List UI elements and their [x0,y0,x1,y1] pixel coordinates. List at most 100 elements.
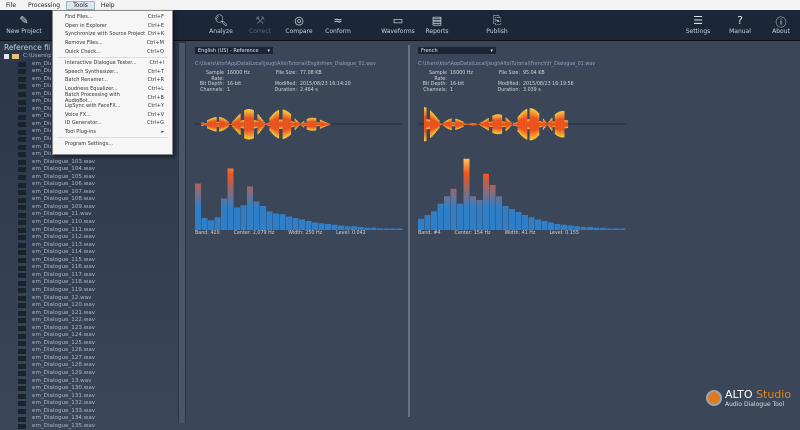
file-list-item[interactable]: em_Dialogue_05.wav [4,91,176,99]
file-list-item[interactable]: em_Dialogue_131.wav [4,393,176,401]
waveform[interactable] [195,102,405,152]
new-project-button[interactable]: ✎ New Project [2,14,46,35]
file-list-item[interactable]: em_Dialogue_129.wav [4,370,176,378]
menu-item-tool-plug-ins[interactable]: Tool Plug-ins ▸ [53,128,172,137]
spectrum-chart[interactable] [195,155,405,230]
menu-item-open-in-explorer[interactable]: Open in Explorer Ctrl+E [53,22,172,31]
file-list-item[interactable]: em_Dialogue_108.wav [4,196,176,204]
file-list-item[interactable]: em_Dialogue_116.wav [4,264,176,272]
file-list-item[interactable]: em_Dialogue_01.wav [4,61,176,69]
menu-item-remove-files[interactable]: Remove Files... Ctrl+M [53,39,172,48]
file-list-item[interactable]: em_Dialogue_11.wav [4,211,176,219]
menu-item-batch-renamer[interactable]: Batch Renamer... Ctrl+R [53,76,172,85]
menu-item-lipsync-with-facefx[interactable]: LipSync with FaceFX... Ctrl+Y [53,102,172,111]
menu-file[interactable]: File [6,1,17,9]
file-list-item[interactable]: em_Dialogue_07.wav [4,106,176,114]
file-list-item[interactable]: em_Dialogue_120.wav [4,302,176,310]
file-list-item[interactable]: em_Dialogue_110.wav [4,219,176,227]
publish-button[interactable]: ⎘ Publish [475,14,519,35]
menu-item-interactive-dialogue-tester[interactable]: Interactive Dialogue Tester... Ctrl+I [53,59,172,68]
file-list-item[interactable]: em_Dialogue_121.wav [4,310,176,318]
file-list-item[interactable]: em_Dialogue_13.wav [4,378,176,386]
file-list-item[interactable]: em_Dialogue_101.wav [4,144,176,152]
spectrum-bar [483,173,489,230]
checkbox[interactable] [4,54,9,60]
menu-item-batch-processing-with-audiobot[interactable]: Batch Processing with AudioBot... Ctrl+B [53,92,172,104]
file-list-item[interactable]: em_Dialogue_118.wav [4,279,176,287]
file-list-item[interactable]: em_Dialogue_127.wav [4,355,176,363]
language-select[interactable]: English (US) - Reference ▾ [195,47,273,54]
file-list-item[interactable]: em_Dialogue_130.wav [4,385,176,393]
file-list-item[interactable]: em_Dialogue_125.wav [4,340,176,348]
file-list-item[interactable]: em_Dialogue_111.wav [4,227,176,235]
menu-item-quick-check[interactable]: Quick Check... Ctrl+Q [53,47,172,56]
waveform-sample [216,121,218,127]
spectrum-bar [431,211,437,230]
file-list-item[interactable]: em_Dialogue_117.wav [4,272,176,280]
file-list-item[interactable]: em_Dialogue_04.wav [4,83,176,91]
file-list-item[interactable]: em_Dialogue_103.wav [4,159,176,167]
waveform[interactable] [418,102,628,152]
analyze-button[interactable]: 🔍︎ Analyze [199,14,243,35]
scrollbar[interactable] [178,41,186,423]
file-list-item[interactable]: em_Dialogue_10.wav [4,128,176,136]
file-list-item[interactable]: em_Dialogue_114.wav [4,249,176,257]
file-list-item[interactable]: em_Dialogue_128.wav [4,362,176,370]
file-list-item[interactable]: em_Dialogue_135.wav [4,423,176,430]
spectrum-chart[interactable] [418,155,628,230]
waveform-sample [283,109,286,139]
file-list-item[interactable]: em_Dialogue_08.wav [4,113,176,121]
file-list-item[interactable]: em_Dialogue_112.wav [4,234,176,242]
menu-item-speech-synthesizer[interactable]: Speech Synthesizer... Ctrl+T [53,68,172,77]
file-list-item[interactable]: em_Dialogue_115.wav [4,257,176,265]
menu-tools[interactable]: Tools [66,0,95,10]
file-list-item[interactable]: em_Dialogue_134.wav [4,415,176,423]
menu-item-synchronize-with-source-project[interactable]: Synchronize with Source Project Ctrl+K [53,30,172,39]
file-list-item[interactable]: em_Dialogue_12.wav [4,295,176,303]
file-list-item[interactable]: em_Dialogue_122.wav [4,317,176,325]
file-list-item[interactable]: em_Dialogue_105.wav [4,174,176,182]
scrollbar-thumb[interactable] [179,43,185,423]
about-button[interactable]: ⓘ About [759,14,800,35]
settings-button[interactable]: ☰ Settings [676,14,720,35]
waveform-sample [267,123,269,126]
menu-item-loudness-equalizer[interactable]: Loudness Equalizer... Ctrl+L [53,85,172,94]
tree-root[interactable]: C:\Users\pla... [4,53,176,61]
manual-button[interactable]: ? Manual [718,14,762,35]
file-list-item[interactable]: em_Dialogue_133.wav [4,408,176,416]
file-list-item[interactable]: em_Dialogue_09.wav [4,121,176,129]
file-list-item[interactable]: em_Dialogue_06.wav [4,98,176,106]
file-list-item[interactable]: em_Dialogue_123.wav [4,325,176,333]
waveform-sample [527,119,529,130]
waveform-sample [297,121,299,128]
file-list-item[interactable]: em_Dialogue_104.wav [4,166,176,174]
file-list-item[interactable]: em_Dialogue_107.wav [4,189,176,197]
file-list-item[interactable]: em_Dialogue_100.wav [4,136,176,144]
file-list-item[interactable]: em_Dialogue_132.wav [4,400,176,408]
file-list-item[interactable]: em_Dialogue_03.wav [4,76,176,84]
correct-button[interactable]: ⚒ Correct [238,14,282,35]
file-list-item[interactable]: em_Dialogue_109.wav [4,204,176,212]
audio-file-icon [18,424,26,430]
waveforms-button[interactable]: ▭ Waveforms [376,14,420,35]
menu-help[interactable]: Help [100,1,115,9]
conform-button[interactable]: ≈ Conform [316,14,360,35]
file-list-item[interactable]: em_Dialogue_126.wav [4,347,176,355]
menu-processing[interactable]: Processing [28,1,61,9]
menu-item-find-files[interactable]: Find Files... Ctrl+F [53,13,172,22]
menu-item-program-settings[interactable]: Program Settings... [53,139,172,148]
menu-item-voice-fx[interactable]: Voice FX... Ctrl+V [53,111,172,120]
file-list-item[interactable]: em_Dialogue_106.wav [4,181,176,189]
menu-item-id-generator[interactable]: ID Generator... Ctrl+G [53,119,172,128]
file-list-item[interactable]: em_Dialogue_02.wav [4,68,176,76]
compare-button[interactable]: ◎ Compare [277,14,321,35]
file-list-item[interactable]: em_Dialogue_113.wav [4,242,176,250]
panel-divider[interactable] [408,45,410,417]
waveform-sample [528,119,530,130]
spectrum-bar [234,207,240,230]
file-list-item[interactable]: em_Dialogue_124.wav [4,332,176,340]
file-list-item[interactable]: em_Dialogue_119.wav [4,287,176,295]
reports-button[interactable]: ▤ Reports [415,14,459,35]
language-select[interactable]: French ▾ [418,47,496,54]
file-list-item[interactable]: em_Dialogue_102.wav [4,151,176,159]
